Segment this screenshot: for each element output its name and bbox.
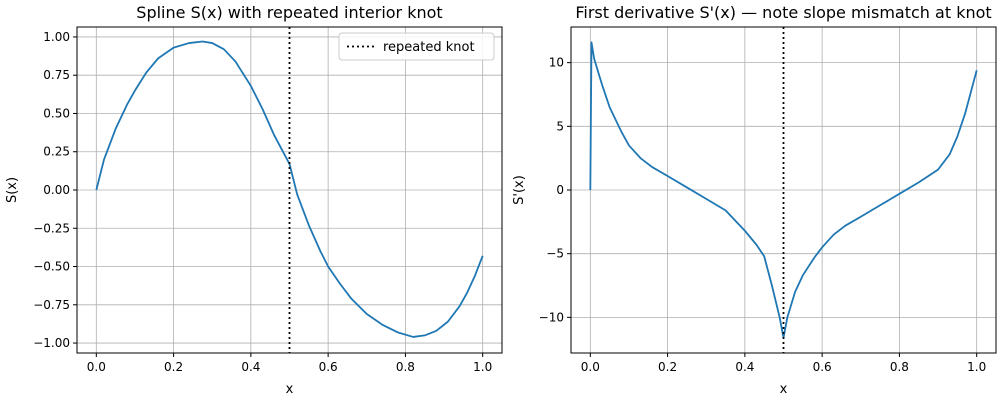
x-tick-label: 0.6 — [319, 360, 338, 374]
x-axis-label: x — [286, 382, 294, 397]
series-line — [589, 41, 978, 339]
x-tick-label: 0.8 — [890, 360, 909, 374]
x-tick-label: 0.8 — [396, 360, 415, 374]
x-tick-label: 0.2 — [164, 360, 183, 374]
x-tick-label: 0.4 — [241, 360, 260, 374]
x-tick-label: 0.2 — [658, 360, 677, 374]
chart-title: Spline S(x) with repeated interior knot — [136, 3, 442, 22]
x-tick-label: 1.0 — [473, 360, 492, 374]
x-axis-label: x — [780, 382, 788, 397]
y-tick-label: 0.25 — [43, 145, 70, 159]
y-tick-label: 0 — [556, 183, 564, 197]
series-line — [95, 40, 484, 338]
y-tick-label: 1.00 — [43, 30, 70, 44]
y-tick-label: −5 — [546, 247, 564, 261]
left-chart: 0.0 0.2 0.4 0.6 0.8 1.0 −1.00 −0.75 −0.50 −0.25 0.… — [5, 3, 503, 397]
chart-title: First derivative S'(x) — note slope mism… — [575, 3, 991, 22]
y-tick-label: −0.25 — [33, 221, 70, 235]
y-tick-label: 5 — [556, 119, 564, 133]
y-axis-label: S'(x) — [512, 175, 527, 205]
y-tick-label: −0.75 — [33, 298, 70, 312]
y-tick-label: 0.75 — [43, 68, 70, 82]
y-tick-label: 0.50 — [43, 106, 70, 120]
x-tick-label: 0.0 — [581, 360, 600, 374]
y-tick-label: −0.50 — [33, 260, 70, 274]
x-tick-label: 0.4 — [735, 360, 754, 374]
y-tick-label: 0.00 — [43, 183, 70, 197]
y-tick-label: −1.00 — [33, 336, 70, 350]
x-tick-label: 0.0 — [87, 360, 106, 374]
y-tick-label: 10 — [549, 56, 564, 70]
legend-box — [338, 32, 495, 61]
x-tick-label: 0.6 — [813, 360, 832, 374]
legend: repeated knot — [338, 32, 495, 61]
x-tick-label: 1.0 — [967, 360, 986, 374]
legend-label: repeated knot — [383, 40, 475, 55]
y-tick-label: −10 — [539, 310, 564, 324]
y-axis-label: S(x) — [5, 177, 20, 203]
right-chart: 0.0 0.2 0.4 0.6 0.8 1.0 −10 −5 0 5 10 First derivat… — [512, 3, 997, 397]
